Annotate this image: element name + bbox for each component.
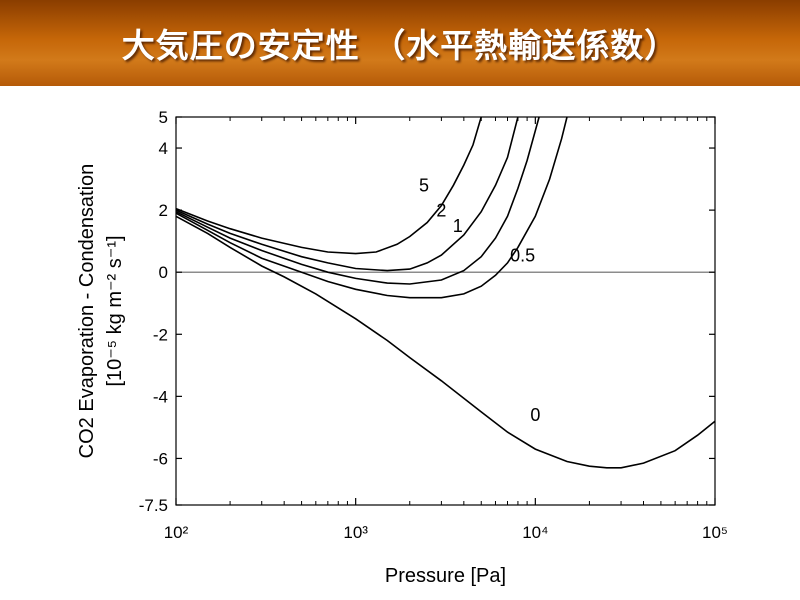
y-tick-label: 0	[159, 263, 168, 282]
x-axis-label: Pressure [Pa]	[385, 565, 506, 587]
curve-2	[175, 116, 519, 272]
y-tick-label: 2	[159, 201, 168, 220]
y-tick-label: 4	[159, 139, 168, 158]
curves	[175, 116, 716, 469]
y-tick-label: 5	[159, 108, 168, 127]
curve-0	[175, 215, 716, 469]
x-tick-label: 10²	[164, 523, 189, 542]
curve-label: 1	[453, 216, 463, 236]
curve-label: 5	[419, 175, 429, 195]
axis-ticks: 5 4 2 0 -2 -4 -6 -7.5 10² 10³ 10⁴ 10⁵	[139, 108, 728, 542]
curve-0-5	[175, 116, 568, 299]
x-tick-label: 10³	[343, 523, 368, 542]
curve-labels: 0 0.5 125	[419, 175, 540, 425]
y-tick-label: -2	[153, 325, 168, 344]
slide-title: 大気圧の安定性 （水平熱輸送係数）	[121, 26, 679, 65]
y-tick-label: -6	[153, 449, 168, 468]
curve-5	[175, 116, 482, 255]
curve-label: 0	[530, 405, 540, 425]
curve-label: 0.5	[510, 245, 535, 265]
y-tick-label: -4	[153, 387, 168, 406]
plot-frame	[175, 116, 716, 506]
curve-1	[175, 116, 540, 285]
y-axis-label-line2: [10⁻⁵ kg m⁻² s⁻¹]	[104, 235, 126, 386]
x-tick-label: 10⁵	[702, 523, 728, 542]
y-tick-label: -7.5	[139, 496, 168, 515]
curve-label: 2	[436, 200, 446, 220]
y-axis-label-line1: CO2 Evaporation - Condensation	[76, 164, 98, 459]
x-tick-label: 10⁴	[522, 523, 548, 542]
slide-title-bar	[0, 0, 800, 86]
